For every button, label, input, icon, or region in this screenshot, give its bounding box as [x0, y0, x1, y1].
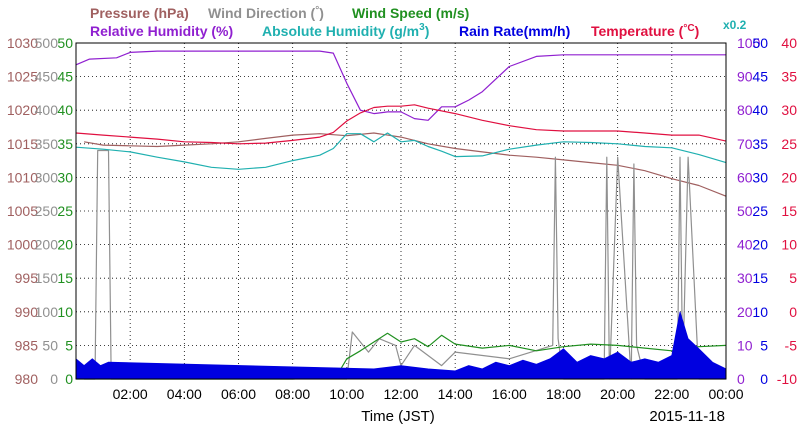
legend-rain-rate: Rain Rate(mm/h): [459, 23, 570, 39]
wind-direction-tick-label: 400: [35, 102, 59, 118]
humidity-tick-label: 20: [737, 304, 753, 320]
humidity-tick-label: 70: [737, 136, 753, 152]
rain-rate-tick-label: 10: [752, 304, 768, 320]
x-tick-label: 14:00: [438, 386, 473, 402]
rain-rate-tick-label: 25: [752, 203, 768, 219]
x-tick-label: 10:00: [329, 386, 364, 402]
pressure-tick-label: 995: [15, 270, 39, 286]
wind-direction-tick-label: 350: [35, 136, 59, 152]
series-temperature-c: [75, 104, 727, 145]
temperature-tick-label: -5: [785, 337, 798, 353]
date-label: 2015-11-18: [649, 408, 725, 425]
legend-wind-speed: Wind Speed (m/s): [352, 5, 469, 21]
wind-direction-tick-label: 500: [35, 35, 59, 51]
rain-rate-tick-label: 0: [760, 371, 768, 387]
temperature-tick-label: 10: [781, 237, 797, 253]
humidity-tick-label: 80: [737, 102, 753, 118]
wind-direction-tick-label: 450: [35, 69, 59, 85]
wind-speed-tick-label: 45: [57, 69, 73, 85]
rain-rate-tick-label: 30: [752, 169, 768, 185]
wind-speed-tick-label: 15: [57, 270, 73, 286]
pressure-tick-label: 1020: [7, 102, 38, 118]
pressure-tick-label: 1030: [7, 35, 38, 51]
humidity-tick-label: 40: [737, 237, 753, 253]
pressure-tick-label: 1000: [7, 237, 38, 253]
temperature-tick-label: 20: [781, 169, 797, 185]
wind-direction-tick-label: 50: [42, 337, 58, 353]
humidity-tick-label: 60: [737, 169, 753, 185]
legend-absolute-humidity: Absolute Humidity (g/m3): [262, 22, 429, 39]
series-relative-humidity: [75, 50, 726, 121]
wind-direction-tick-label: 300: [35, 169, 59, 185]
wind-speed-tick-label: 50: [57, 35, 73, 51]
x-tick-label: 20:00: [600, 386, 635, 402]
wind-direction-tick-label: 0: [50, 371, 58, 387]
pressure-tick-label: 1005: [7, 203, 38, 219]
legend-temperature: Temperature (°C): [591, 23, 699, 39]
temperature-tick-label: 25: [781, 136, 797, 152]
wind-speed-tick-label: 10: [57, 304, 73, 320]
rain-rate-tick-label: 15: [752, 270, 768, 286]
x-tick-label: 06:00: [221, 386, 256, 402]
x-tick-label: 22:00: [654, 386, 689, 402]
series-absolute-humidity-g-m3: [75, 132, 727, 170]
wind-speed-tick-label: 35: [57, 136, 73, 152]
x-tick-label: 04:00: [167, 386, 202, 402]
grid: [76, 43, 726, 379]
series-rain-rate-mm-h: [75, 311, 727, 380]
plot-frame: [75, 42, 727, 380]
pressure-tick-label: 1015: [7, 136, 38, 152]
temperature-tick-label: 40: [781, 35, 797, 51]
wind-speed-tick-label: 5: [65, 337, 73, 353]
rain-rate-tick-label: 50: [752, 35, 768, 51]
x-axis-title: Time (JST): [361, 408, 435, 425]
pressure-tick-label: 1025: [7, 69, 38, 85]
humidity-tick-label: 30: [737, 270, 753, 286]
rain-rate-tick-label: 35: [752, 136, 768, 152]
temperature-tick-label: -10: [777, 371, 797, 387]
pressure-tick-label: 985: [15, 337, 39, 353]
humidity-tick-label: 50: [737, 203, 753, 219]
pressure-tick-label: 1010: [7, 169, 38, 185]
temperature-tick-label: 0: [789, 304, 797, 320]
rain-rate-tick-label: 45: [752, 69, 768, 85]
x-tick-label: 02:00: [113, 386, 148, 402]
legend-pressure: Pressure (hPa): [90, 5, 189, 21]
humidity-tick-label: 90: [737, 69, 753, 85]
humidity-tick-label: 0: [737, 371, 745, 387]
wind-speed-tick-label: 40: [57, 102, 73, 118]
wind-direction-tick-label: 200: [35, 237, 59, 253]
legend-wind-direction: Wind Direction (°): [208, 5, 324, 21]
rain-rate-tick-label: 20: [752, 237, 768, 253]
wind-speed-tick-label: 25: [57, 203, 73, 219]
pressure-tick-label: 980: [15, 371, 39, 387]
legend-rain-multiplier: x0.2: [723, 18, 747, 32]
wind-direction-tick-label: 150: [35, 270, 59, 286]
x-tick-label: 00:00: [708, 386, 743, 402]
axis-layer: 02:00 04:00 06:00 08:00 10:00 12:00 14:00 16:00…: [7, 35, 797, 402]
legend-relative-humidity: Relative Humidity (%): [90, 23, 233, 39]
temperature-tick-label: 30: [781, 102, 797, 118]
x-tick-label: 08:00: [275, 386, 310, 402]
wind-direction-tick-label: 100: [35, 304, 59, 320]
series-wind-direction: [84, 149, 726, 380]
wind-speed-tick-label: 30: [57, 169, 73, 185]
pressure-tick-label: 990: [15, 304, 39, 320]
humidity-tick-label: 10: [737, 337, 753, 353]
rain-rate-tick-label: 5: [760, 337, 768, 353]
x-tick-label: 18:00: [546, 386, 581, 402]
x-tick-label: 16:00: [492, 386, 527, 402]
temperature-tick-label: 15: [781, 203, 797, 219]
temperature-tick-label: 35: [781, 69, 797, 85]
x-tick-label: 12:00: [383, 386, 418, 402]
temperature-tick-label: 5: [789, 270, 797, 286]
wind-speed-tick-label: 20: [57, 237, 73, 253]
humidity-tick-label: 100: [737, 35, 761, 51]
rain-rate-tick-label: 40: [752, 102, 768, 118]
wind-speed-tick-label: 0: [65, 371, 73, 387]
wind-direction-tick-label: 250: [35, 203, 59, 219]
series-pressure-hpa: [83, 132, 727, 197]
